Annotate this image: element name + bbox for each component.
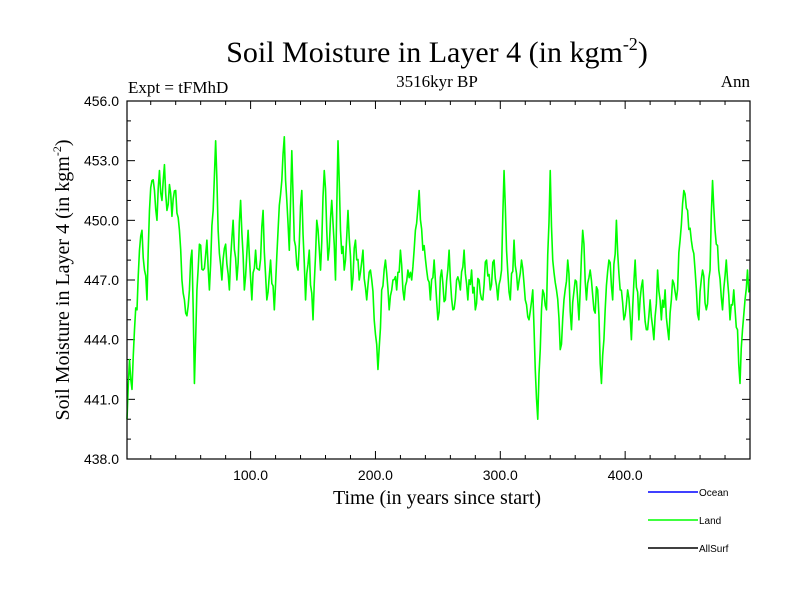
plot-frame — [126, 100, 751, 460]
y-tick-label: 447.0 — [84, 272, 119, 288]
y-tick-label: 441.0 — [84, 391, 119, 407]
y-tick-label: 450.0 — [84, 212, 119, 228]
y-tick-label: 438.0 — [84, 451, 119, 467]
y-tick-label: 456.0 — [84, 93, 119, 109]
x-tick-label: 400.0 — [608, 467, 643, 483]
series-group — [126, 136, 751, 421]
legend: Ocean Land AllSurf — [648, 488, 729, 555]
legend-label-ocean: Ocean — [699, 488, 728, 499]
chart-title: Soil Moisture in Layer 4 (in kgm-2) — [226, 34, 648, 69]
series-line-land — [126, 136, 751, 421]
y-axis-title: Soil Moisture in Layer 4 (in kgm-2) — [50, 139, 74, 420]
right-label: Ann — [721, 72, 751, 91]
expt-label: Expt = tFMhD — [128, 78, 228, 97]
center-label: 3516kyr BP — [396, 72, 478, 91]
legend-label-land: Land — [699, 516, 721, 527]
ticks-group: 438.0 441.0 444.0 447.0 450.0 453.0 456.0 100.0… — [84, 93, 750, 483]
x-tick-label: 200.0 — [358, 467, 393, 483]
x-tick-label: 100.0 — [233, 467, 268, 483]
y-tick-label: 444.0 — [84, 332, 119, 348]
x-axis-title: Time (in years since start) — [333, 487, 541, 509]
y-tick-label: 453.0 — [84, 153, 119, 169]
x-tick-label: 300.0 — [483, 467, 518, 483]
legend-label-allsurf: AllSurf — [699, 544, 729, 555]
